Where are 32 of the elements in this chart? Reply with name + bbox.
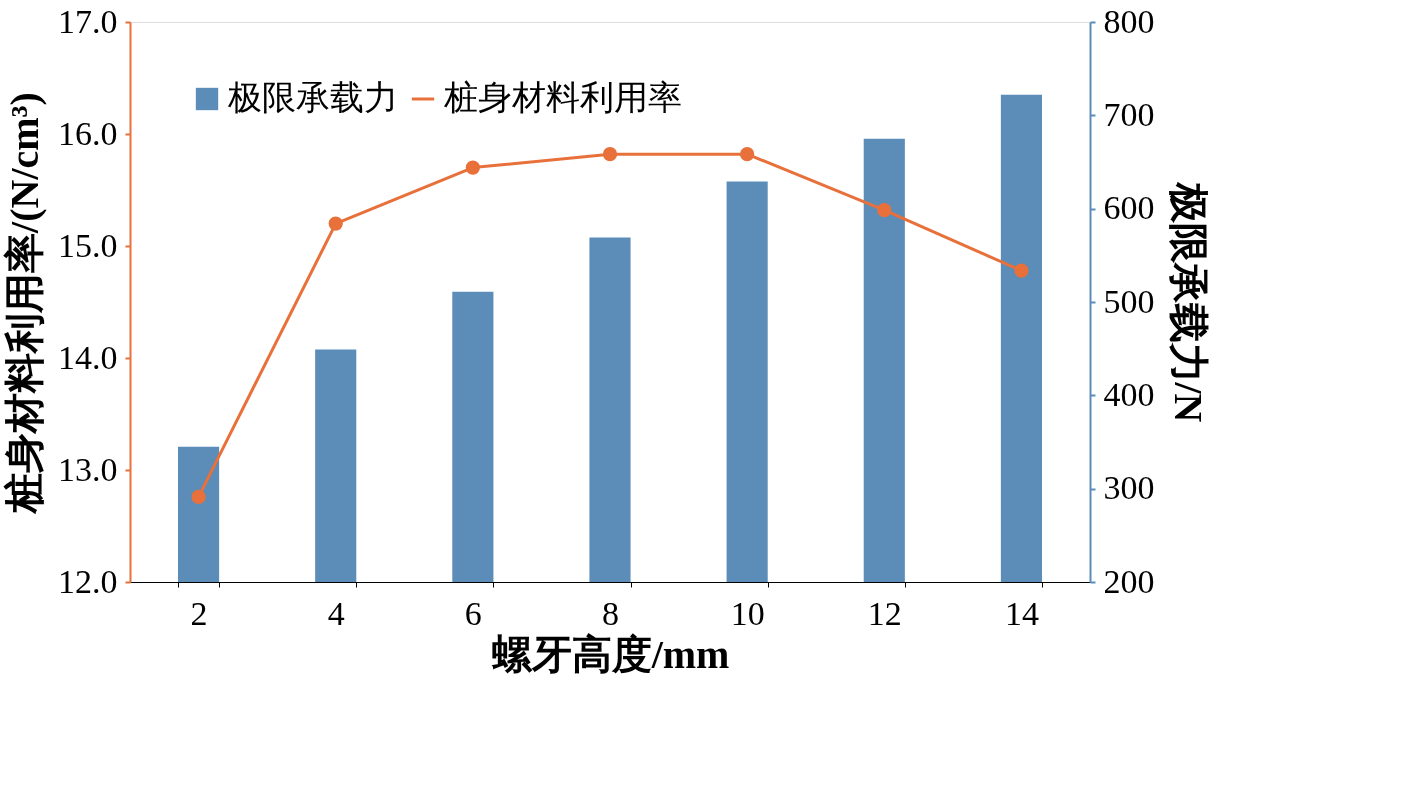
y-axis-title: 桩身材料利用率/(N/cm³) <box>2 92 47 515</box>
x-tick-label: 2 <box>190 594 208 632</box>
x-axis-title: 螺牙高度/mm <box>490 631 730 677</box>
y-tick-label: 16.0 <box>58 114 118 152</box>
y2-axis-title: 极限承载力/N <box>1165 180 1211 423</box>
x-tick-label: 14 <box>1004 594 1039 632</box>
y-tick-label: 15.0 <box>58 226 118 264</box>
y2-tick-label: 800 <box>1103 2 1155 40</box>
point <box>602 147 618 162</box>
x-tick-label: 8 <box>602 594 619 632</box>
y-tick-label: 14.0 <box>58 338 118 376</box>
y2-tick-label: 700 <box>1103 95 1155 133</box>
y2-tick-label: 300 <box>1103 469 1155 507</box>
point <box>740 147 755 162</box>
legend-label: 极限承载力 <box>227 79 398 116</box>
y-tick-label: 13.0 <box>58 450 118 488</box>
y-tick-label: 12.0 <box>58 562 118 600</box>
point <box>328 216 343 231</box>
point <box>191 489 206 504</box>
point <box>465 160 480 175</box>
y2-tick-label: 400 <box>1103 375 1155 413</box>
x-tick-label: 6 <box>464 594 482 632</box>
x-tick-label: 12 <box>867 594 902 632</box>
y2-tick-label: 600 <box>1103 189 1155 227</box>
x-tick-label: 10 <box>730 594 765 632</box>
x-tick-label: 4 <box>327 594 345 632</box>
legend-label: 桩身材料利用率 <box>443 79 682 116</box>
y2-tick-label: 200 <box>1103 562 1155 600</box>
y2-tick-label: 500 <box>1103 282 1155 320</box>
point <box>877 203 892 218</box>
point <box>1014 263 1029 278</box>
y-tick-label: 17.0 <box>58 2 118 40</box>
